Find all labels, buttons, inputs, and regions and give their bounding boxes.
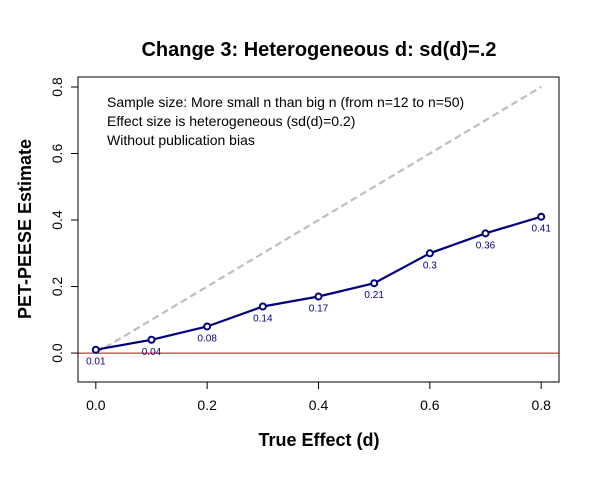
data-label: 0.14 — [253, 313, 273, 324]
y-axis: 0.0 0.2 0.4 0.6 0.8 — [49, 77, 79, 363]
data-point — [91, 345, 100, 354]
x-tick-label: 0.2 — [197, 397, 217, 413]
reference-lines — [78, 86, 559, 355]
y-axis-label: PET-PEESE Estimate — [15, 139, 35, 319]
x-axis-label: True Effect (d) — [258, 430, 379, 450]
data-point — [425, 249, 434, 258]
data-point — [203, 322, 212, 331]
data-point — [537, 212, 546, 221]
data-label: 0.3 — [423, 260, 437, 271]
series-layer: 0.01 0.04 0.08 0.14 0.17 0.21 0.3 0.36 0.41 — [86, 212, 551, 368]
x-axis: 0.0 0.2 0.4 0.6 0.8 — [86, 381, 551, 413]
x-tick-label: 0.8 — [531, 397, 551, 413]
data-label: 0.08 — [197, 333, 217, 344]
data-label: 0.01 — [86, 357, 106, 368]
annotation-heterogeneity: Effect size is heterogeneous (sd(d)=0.2) — [107, 113, 355, 129]
y-tick-label: 0.2 — [49, 277, 65, 297]
data-label: 0.04 — [142, 347, 162, 358]
identity-reference-line — [95, 86, 542, 355]
x-tick-label: 0.4 — [309, 397, 329, 413]
data-label: 0.17 — [309, 304, 329, 315]
y-tick-label: 0.0 — [49, 343, 65, 363]
x-tick-label: 0.0 — [86, 397, 106, 413]
data-point — [258, 302, 267, 311]
x-tick-label: 0.6 — [420, 397, 440, 413]
data-label: 0.41 — [531, 224, 551, 235]
estimate-series-line — [95, 215, 542, 351]
annotation-publication-bias: Without publication bias — [107, 132, 255, 148]
chart-title: Change 3: Heterogeneous d: sd(d)=.2 — [141, 39, 496, 61]
data-point — [314, 292, 323, 301]
data-point — [147, 335, 156, 344]
data-label: 0.21 — [364, 290, 384, 301]
y-tick-label: 0.6 — [49, 144, 65, 164]
annotation-group: Sample size: More small n than big n (fr… — [107, 94, 464, 148]
data-label: 0.36 — [476, 240, 496, 251]
data-point — [481, 229, 490, 238]
annotation-sample-size: Sample size: More small n than big n (fr… — [107, 94, 464, 110]
y-tick-label: 0.4 — [49, 210, 65, 230]
y-tick-label: 0.8 — [49, 77, 65, 97]
data-point — [370, 279, 379, 288]
